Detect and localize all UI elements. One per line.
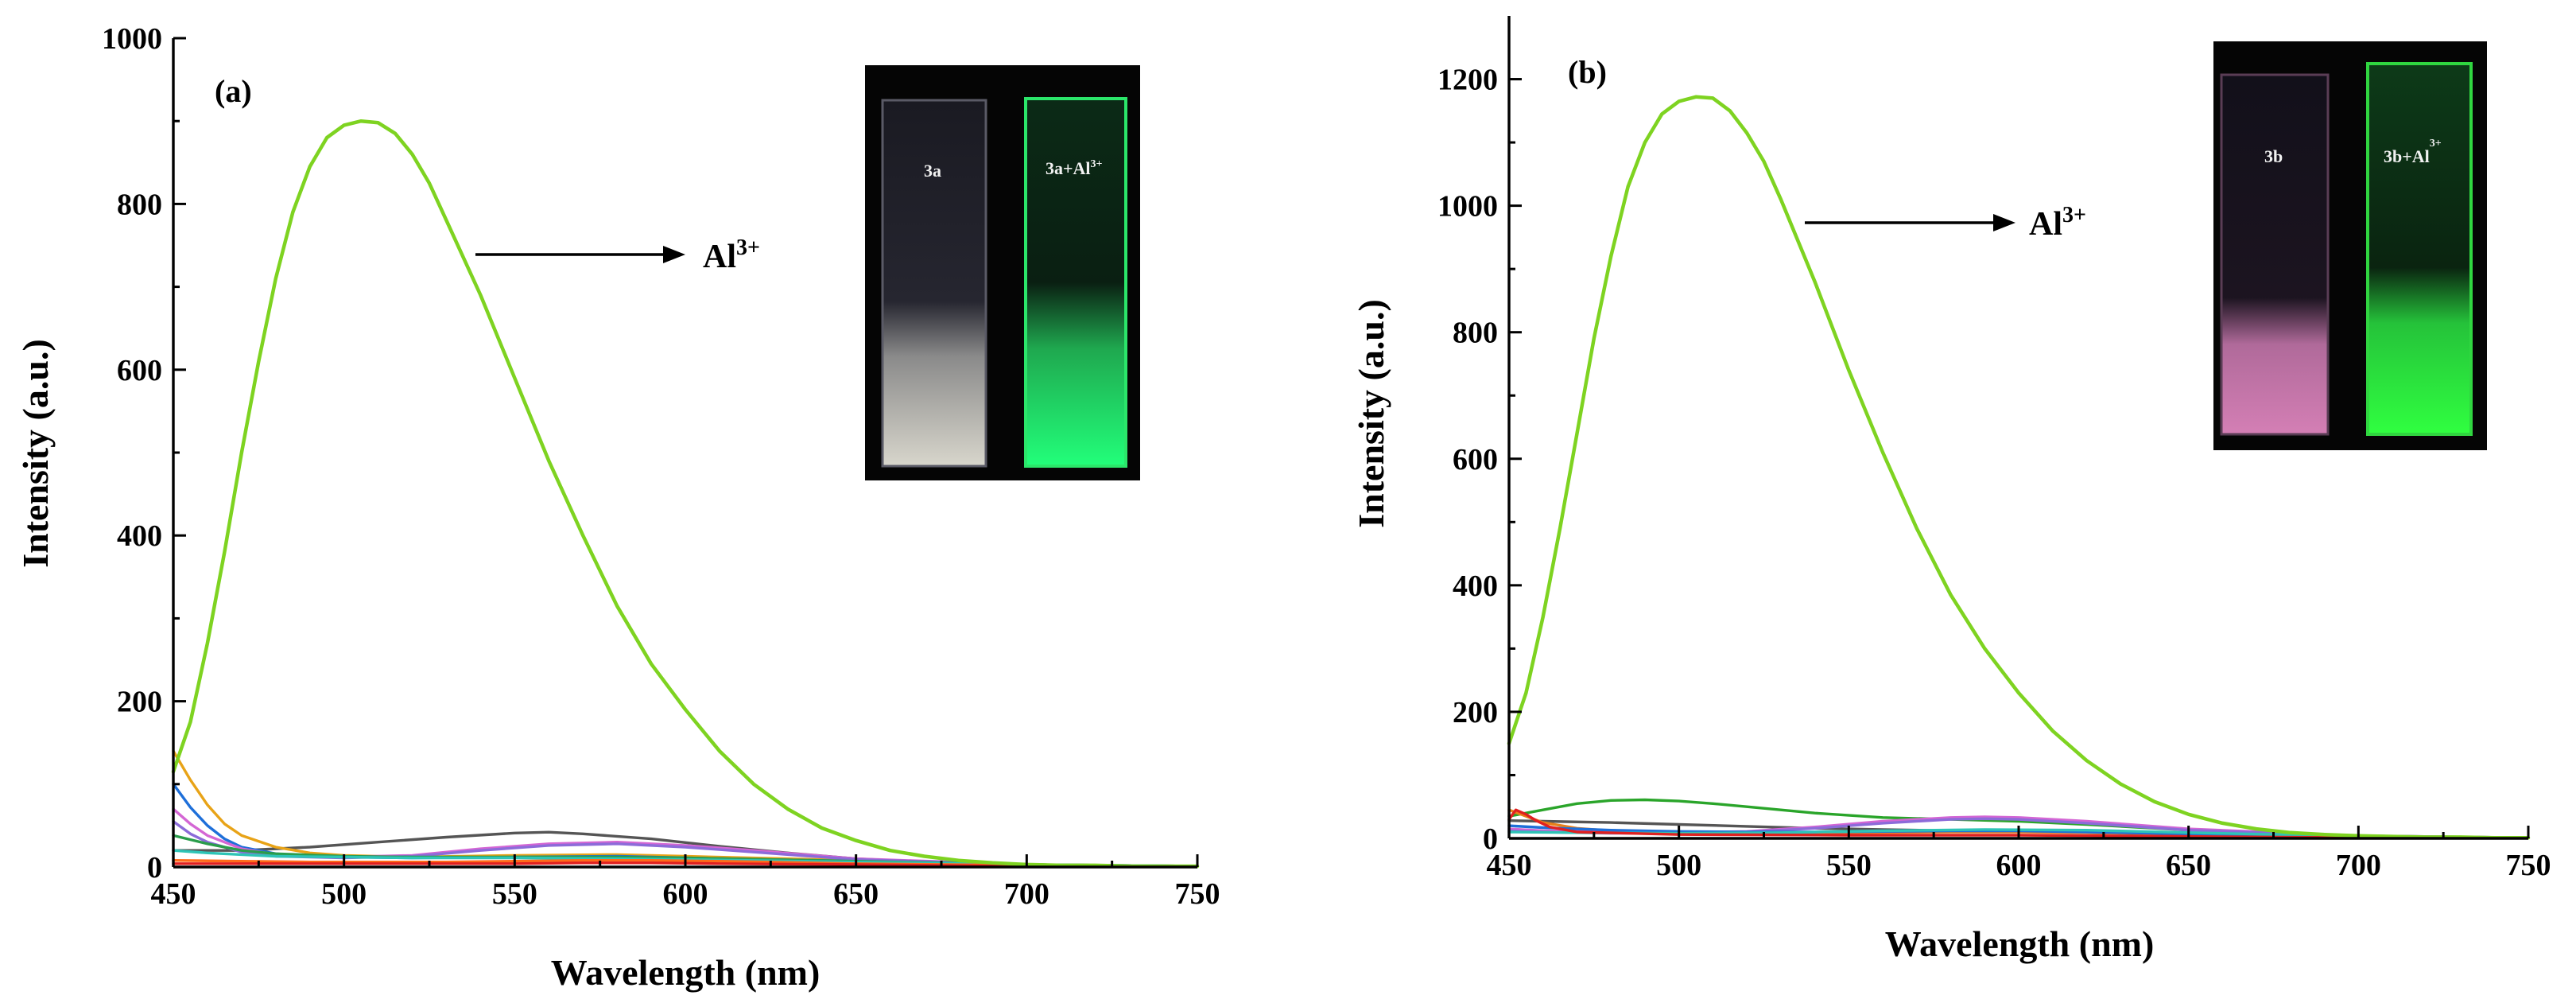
y-tick-label: 0 [147, 851, 162, 885]
vial-label-right: 3b+Al3+ [2384, 138, 2442, 166]
chart-panel-a: 3a 3a+Al3+ 450 500 550 600 650 700 750 0 200 400 6… [15, 22, 1220, 993]
x-axis-label-b: Wavelength (nm) [1885, 923, 2155, 964]
series-line-teal [172, 849, 1199, 868]
y-axis-label-b: Intensity (a.u.) [1351, 299, 1391, 528]
x-tick-label: 700 [1004, 877, 1049, 911]
x-tick-label: 650 [2166, 849, 2211, 882]
series-line-red [172, 861, 1199, 868]
series-line-orange [172, 749, 1199, 868]
x-tick-label: 550 [492, 877, 537, 911]
annotation-arrowhead-a [663, 246, 685, 263]
x-tick-label: 600 [1996, 849, 2042, 882]
y-tick-label: 1000 [102, 22, 162, 56]
vial-label-right: 3a+Al3+ [1046, 158, 1103, 178]
y-tick-label: 0 [1483, 822, 1498, 856]
inset-photo-b: 3b 3b+Al3+ [2213, 41, 2487, 450]
vial-3b-al [2366, 62, 2473, 436]
series-line-red [1507, 808, 2530, 839]
vial-label-left: 3a [924, 161, 941, 181]
x-tick-label: 500 [321, 877, 367, 911]
annotation-al3-b: Al3+ [2029, 203, 2086, 243]
series-line-al3- [171, 119, 1200, 869]
y-tick-label: 1200 [1437, 64, 1498, 97]
x-tick-label: 750 [2506, 849, 2551, 882]
x-tick-label: 650 [833, 877, 879, 911]
y-tick-label: 1000 [1437, 190, 1498, 224]
x-axis-label-a: Wavelength (nm) [551, 952, 821, 993]
x-tick-label: 450 [1487, 849, 1532, 882]
y-tick-label: 800 [117, 188, 162, 221]
x-tick-label: 700 [2336, 849, 2381, 882]
vial-3b [2220, 73, 2330, 436]
inset-photo-a: 3a 3a+Al3+ [865, 65, 1140, 480]
x-tick-label: 600 [663, 877, 708, 911]
plot-area-b: 450 500 550 600 650 700 750 0 200 400 600 800 1000 12… [1437, 16, 2551, 882]
y-tick-label: 400 [1453, 570, 1498, 603]
panel-label-a: (a) [215, 73, 252, 109]
x-tick-label: 450 [151, 877, 196, 911]
annotation-al3-a: Al3+ [703, 235, 760, 275]
x-tick-label: 500 [1656, 849, 1701, 882]
plot-area-a: 450 500 550 600 650 700 750 0 200 400 600 800 1000 [102, 22, 1220, 911]
y-tick-label: 200 [1453, 696, 1498, 729]
x-tick-label: 550 [1826, 849, 1872, 882]
series-line-al3- [1507, 95, 2531, 840]
x-tick-label: 750 [1175, 877, 1220, 911]
y-tick-label: 400 [117, 519, 162, 553]
y-tick-label: 800 [1453, 317, 1498, 350]
y-tick-label: 200 [117, 686, 162, 719]
vial-label-left: 3b [2264, 146, 2283, 166]
vial-3a [881, 99, 987, 468]
y-tick-label: 600 [1453, 443, 1498, 476]
y-axis-label-a: Intensity (a.u.) [15, 339, 56, 568]
vial-3a-al [1024, 97, 1127, 468]
chart-panel-b: 3b 3b+Al3+ 450 500 550 600 650 700 750 0 200 400 6… [1351, 16, 2551, 964]
panel-label-b: (b) [1568, 54, 1607, 90]
y-tick-label: 600 [117, 354, 162, 387]
annotation-arrowhead-b [1993, 214, 2015, 231]
